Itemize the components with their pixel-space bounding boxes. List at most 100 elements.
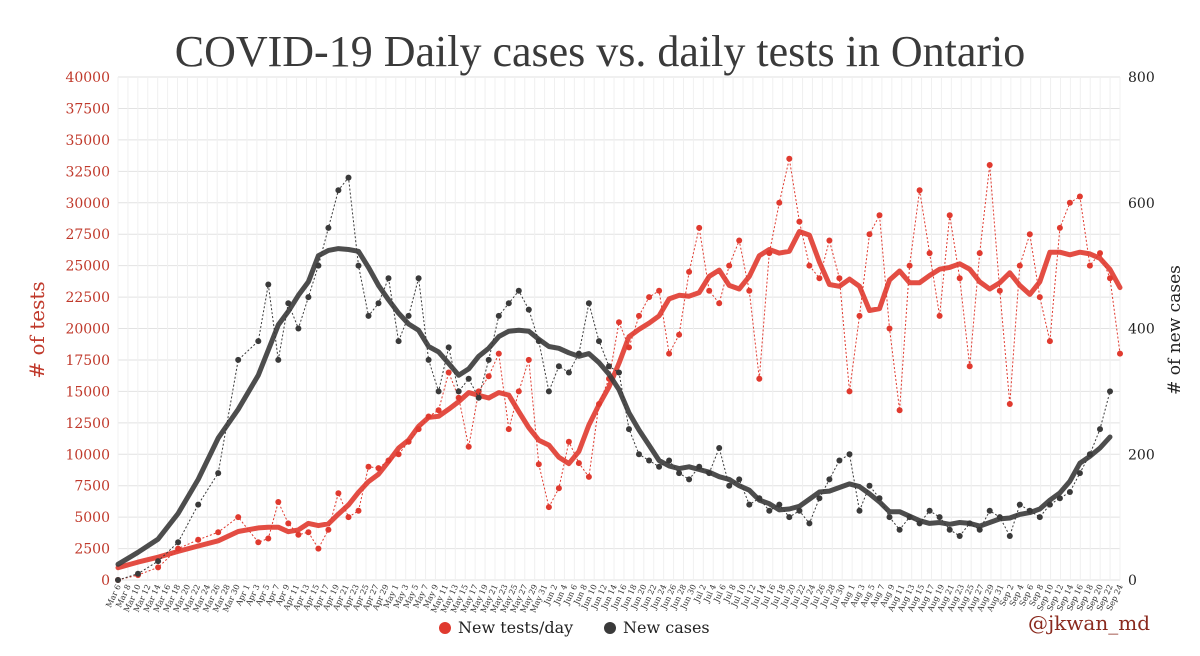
- data-point: [345, 514, 352, 521]
- data-point: [305, 294, 312, 301]
- data-point: [766, 250, 773, 257]
- data-point: [896, 407, 903, 414]
- data-point: [275, 356, 282, 363]
- data-point: [1086, 262, 1093, 269]
- data-point: [555, 485, 562, 492]
- data-point: [215, 470, 222, 477]
- data-point: [896, 526, 903, 533]
- data-point: [295, 531, 302, 538]
- y-axis-label-right: # of new cases: [1165, 265, 1185, 395]
- data-point: [115, 577, 121, 583]
- data-point: [265, 535, 272, 542]
- data-point: [325, 526, 332, 533]
- legend-marker-cases: [604, 622, 616, 634]
- data-point: [836, 275, 843, 282]
- data-point: [716, 300, 723, 307]
- data-point: [886, 514, 893, 521]
- data-point: [475, 394, 482, 401]
- data-point: [986, 162, 993, 168]
- data-point: [175, 539, 182, 546]
- data-point: [175, 545, 182, 552]
- data-point: [736, 237, 743, 244]
- data-point: [465, 443, 472, 450]
- data-point: [796, 218, 803, 225]
- data-point: [155, 558, 162, 565]
- y-left-tick-label: 37500: [65, 101, 110, 117]
- data-point: [726, 482, 733, 489]
- legend-label-cases: New cases: [623, 618, 710, 637]
- data-point: [646, 457, 653, 464]
- data-point: [1086, 451, 1093, 458]
- legend-label-tests: New tests/day: [458, 618, 573, 637]
- data-point: [445, 344, 452, 351]
- data-point: [606, 363, 612, 370]
- y-left-tick-label: 2500: [74, 542, 110, 558]
- data-point: [686, 476, 693, 483]
- data-point: [285, 300, 292, 307]
- data-point: [916, 520, 923, 527]
- data-point: [365, 463, 372, 470]
- data-point: [445, 369, 452, 376]
- y-right-tick-label: 0: [1128, 573, 1137, 589]
- data-point: [565, 438, 572, 445]
- data-point: [385, 275, 392, 282]
- y-right-ticks: 0 200 400 600 800: [1128, 70, 1155, 589]
- series-daily-line-0: [117, 158, 1121, 581]
- data-point: [525, 306, 532, 313]
- data-point: [365, 312, 372, 319]
- data-point: [866, 482, 873, 489]
- data-point: [275, 499, 282, 505]
- data-point: [836, 457, 843, 464]
- data-point: [666, 350, 673, 357]
- series-layer: [115, 155, 1123, 583]
- data-point: [1016, 501, 1023, 508]
- data-point: [676, 331, 683, 338]
- data-point: [766, 507, 773, 514]
- y-left-tick-label: 20000: [65, 322, 110, 338]
- data-point: [405, 312, 412, 319]
- data-point: [505, 300, 512, 307]
- y-right-tick-label: 600: [1128, 196, 1155, 212]
- chart-title: COVID-19 Daily cases vs. daily tests in …: [175, 27, 1026, 76]
- data-point: [355, 507, 362, 514]
- data-point: [976, 250, 983, 257]
- y-axis-label-left: # of tests: [25, 281, 49, 378]
- y-left-tick-label: 25000: [65, 259, 110, 275]
- data-point: [315, 545, 322, 552]
- legend: New tests/day New cases: [439, 618, 710, 637]
- data-point: [616, 369, 622, 376]
- data-point: [756, 375, 763, 382]
- data-point: [906, 262, 913, 269]
- data-point: [656, 463, 663, 470]
- data-point: [495, 350, 502, 357]
- y-left-tick-label: 27500: [65, 227, 110, 243]
- y-left-ticks: 0 2500 5000 7500 10000 12500 15000 17500 20000 22…: [65, 70, 110, 589]
- data-point: [265, 281, 272, 288]
- data-point: [515, 388, 522, 395]
- data-point: [215, 529, 222, 536]
- data-point: [596, 401, 602, 407]
- data-point: [575, 460, 582, 467]
- data-point: [195, 501, 202, 508]
- data-point: [1026, 507, 1033, 514]
- data-point: [816, 495, 823, 502]
- data-point: [1117, 350, 1123, 357]
- data-point: [1056, 495, 1063, 502]
- data-point: [255, 539, 262, 546]
- data-point: [646, 294, 653, 301]
- data-point: [515, 287, 522, 294]
- data-point: [155, 564, 162, 571]
- data-point: [746, 287, 753, 294]
- data-point: [856, 312, 863, 319]
- data-point: [545, 388, 552, 395]
- data-point: [425, 413, 432, 420]
- data-point: [1056, 224, 1063, 231]
- data-point: [1036, 514, 1043, 521]
- data-point: [135, 570, 141, 577]
- data-point: [435, 407, 442, 414]
- data-point: [946, 212, 953, 219]
- data-point: [806, 262, 813, 269]
- data-point: [295, 325, 302, 332]
